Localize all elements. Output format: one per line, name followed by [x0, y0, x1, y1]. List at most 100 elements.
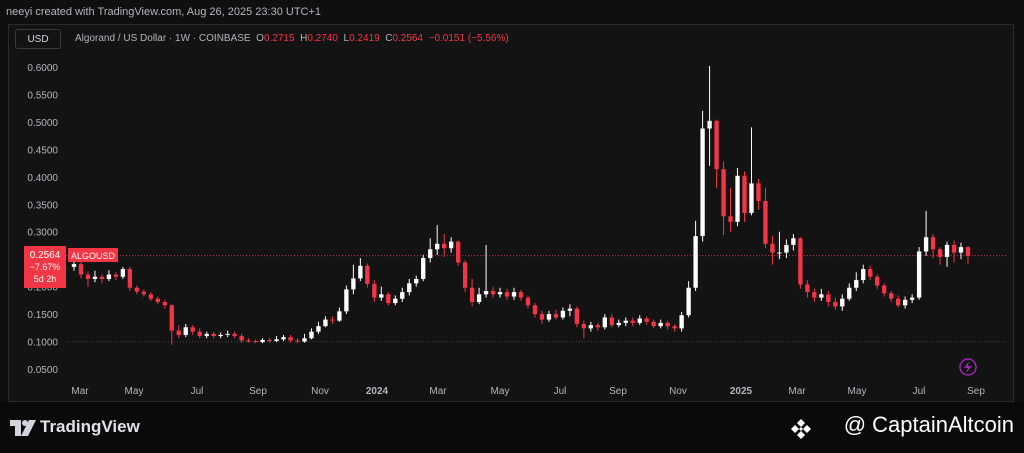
candle-body [190, 327, 195, 332]
candle-body [218, 334, 223, 337]
candle-body [169, 305, 174, 331]
candle-body [274, 339, 279, 341]
candle-body [944, 244, 950, 257]
candle-body [958, 247, 964, 253]
x-tick-label: 2024 [366, 386, 389, 397]
candle-body [930, 237, 936, 250]
y-tick-label: 0.3500 [27, 200, 58, 211]
candle-body [868, 269, 873, 277]
candle-body [721, 169, 726, 217]
candle-body [462, 262, 468, 288]
candle-body [875, 276, 880, 286]
candle-body [302, 338, 307, 342]
candle-body [211, 333, 216, 337]
candle-body [588, 325, 594, 329]
candle-body [895, 298, 901, 306]
candle-body [693, 236, 698, 288]
y-axis: 0.6000 0.5500 0.5000 0.4500 0.4000 0.3500 0.30… [27, 63, 58, 376]
candle-body [281, 337, 286, 340]
candle-body [637, 318, 642, 323]
candle-body [309, 331, 314, 339]
candle-body [239, 336, 244, 341]
candle-body [735, 175, 740, 222]
x-tick-label: May [491, 386, 510, 397]
candle-body [574, 308, 580, 324]
price-tag-countdown: 5d 2h [34, 274, 57, 284]
candle-body [414, 278, 419, 284]
candle-body [448, 241, 454, 249]
candle-body [197, 331, 202, 337]
candle-body [337, 311, 342, 321]
y-tick-label: 0.1500 [27, 310, 58, 321]
candle-body [798, 238, 803, 285]
candle-body [700, 128, 705, 237]
candle-body [679, 315, 684, 329]
tradingview-brand: TradingView [40, 417, 140, 436]
candle-body [99, 276, 105, 279]
candle-body [560, 310, 566, 318]
candle-body [92, 276, 98, 279]
x-tick-label: Sep [967, 386, 985, 397]
candle-body [469, 287, 475, 303]
candle-body [630, 320, 635, 323]
candle-body [155, 298, 160, 303]
x-tick-label: May [848, 386, 867, 397]
y-tick-label: 0.4500 [27, 145, 58, 156]
candle-body [609, 317, 614, 326]
candle-body [861, 269, 866, 281]
symbol-label: Algorand / US Dollar · 1W · COINBASE [75, 33, 251, 44]
candle-body [623, 320, 628, 323]
candle-body [442, 243, 447, 249]
ohlc-high: 0.2740 [307, 33, 338, 44]
candle-body [965, 247, 971, 256]
candle-body [323, 319, 328, 327]
candle-body [295, 340, 300, 342]
candle-body [386, 294, 391, 304]
x-tick-label: 2025 [730, 386, 753, 397]
candle-body [658, 322, 663, 327]
candle-body [260, 339, 265, 343]
candle-body [714, 120, 719, 170]
chart-credit: neeyi created with TradingView.com, Aug … [6, 6, 322, 18]
y-tick-label: 0.2000 [27, 283, 58, 294]
y-tick-label: 0.5500 [27, 90, 58, 101]
candle-body [428, 249, 433, 259]
y-tick-label: 0.5000 [27, 118, 58, 129]
ohlc-change: −0.0151 (−5.56%) [428, 33, 509, 44]
ohlc-close-label: C [385, 33, 393, 44]
x-tick-label: Nov [311, 386, 329, 397]
candle-body [826, 294, 831, 303]
x-tick-label: Mar [788, 386, 806, 397]
symbol-legend: Algorand / US Dollar · 1W · COINBASE O0.… [75, 33, 509, 44]
candle-body [120, 269, 126, 277]
candle-body [840, 298, 845, 307]
watermark-text: @ CaptainAltcoin [843, 412, 1014, 437]
candle-body [204, 333, 209, 337]
candle-body [805, 284, 810, 293]
candle-body [763, 200, 768, 244]
candle-body [889, 293, 894, 299]
candle-body [330, 319, 335, 321]
candle-body [372, 283, 377, 298]
candle-body [909, 297, 915, 300]
candle-body [923, 237, 929, 252]
ohlc-low-label: L [343, 33, 350, 44]
x-tick-label: Mar [429, 386, 447, 397]
candlestick-chart[interactable]: 0.6000 0.5500 0.5000 0.4500 0.4000 0.3500 0.30… [8, 24, 1014, 402]
candle-body [148, 294, 153, 299]
candle-body [532, 305, 538, 315]
candle-body [854, 280, 859, 288]
currency-button[interactable]: USD [15, 29, 61, 49]
candle-body [379, 294, 384, 298]
price-tag-change: −7.67% [30, 262, 61, 272]
candle-body [916, 251, 922, 298]
ticker-label: ALGOUSD [71, 251, 116, 261]
candle-body [176, 330, 181, 335]
candle-body [518, 292, 524, 298]
candle-body [539, 314, 545, 320]
lightning-icon[interactable] [959, 358, 977, 376]
candle-body [742, 175, 747, 214]
candle-body [435, 243, 440, 250]
candle-body [665, 322, 670, 327]
candle-body [106, 274, 112, 279]
